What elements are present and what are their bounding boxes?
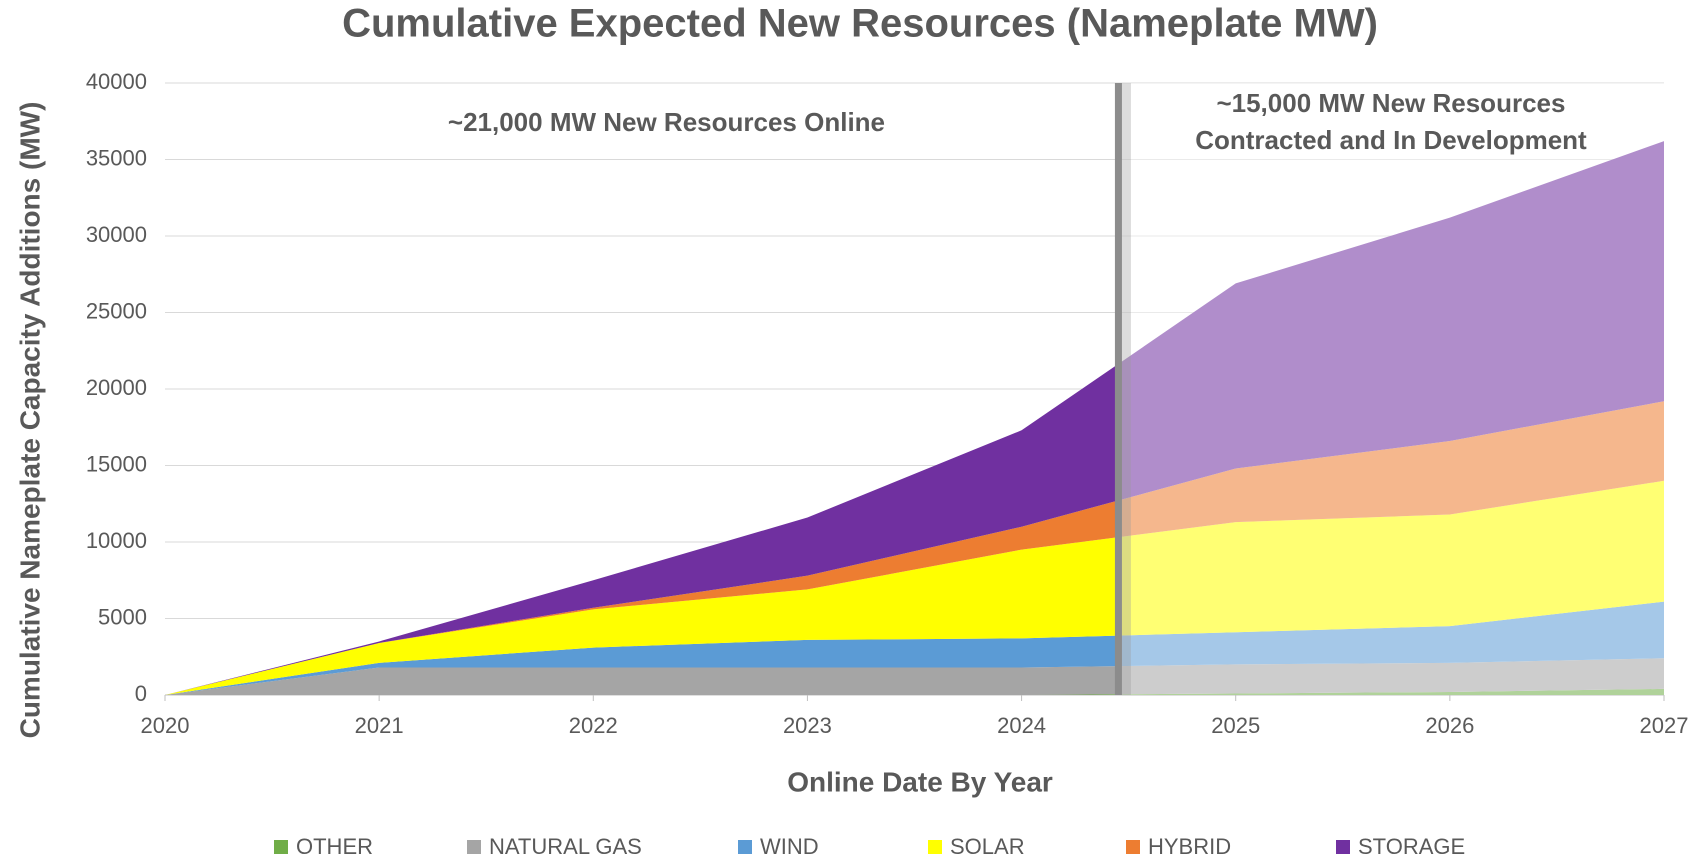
x-tick-label: 2021 xyxy=(355,713,404,738)
x-axis-title: Online Date By Year xyxy=(787,766,1053,797)
legend-swatch xyxy=(1336,840,1350,854)
x-tick-label: 2024 xyxy=(997,713,1046,738)
y-tick-label: 35000 xyxy=(86,145,147,170)
y-tick-label: 0 xyxy=(135,681,147,706)
y-axis-title: Cumulative Nameplate Capacity Additions … xyxy=(14,102,45,739)
legend-label: STORAGE xyxy=(1358,834,1465,859)
legend-swatch xyxy=(467,840,481,854)
legend-swatch xyxy=(928,840,942,854)
annotation: ~15,000 MW New Resources xyxy=(1216,88,1565,118)
area xyxy=(165,480,1664,695)
legend-swatch xyxy=(738,840,752,854)
chart-title: Cumulative Expected New Resources (Namep… xyxy=(342,2,1378,46)
y-tick-label: 20000 xyxy=(86,375,147,400)
area xyxy=(165,141,1664,695)
annotation: Contracted and In Development xyxy=(1195,125,1587,155)
x-tick-label: 2022 xyxy=(569,713,618,738)
legend-label: WIND xyxy=(760,834,819,859)
legend-label: OTHER xyxy=(296,834,373,859)
legend-swatch xyxy=(1126,840,1140,854)
y-tick-label: 15000 xyxy=(86,451,147,476)
divider xyxy=(1114,83,1122,695)
y-tick-label: 40000 xyxy=(86,69,147,94)
area xyxy=(165,688,1664,695)
x-tick-label: 2020 xyxy=(141,713,190,738)
y-tick-label: 30000 xyxy=(86,222,147,247)
legend-swatch xyxy=(274,840,288,854)
areas xyxy=(165,141,1664,695)
legend-label: HYBRID xyxy=(1148,834,1231,859)
future-tint xyxy=(1117,83,1664,695)
annotation: ~21,000 MW New Resources Online xyxy=(448,107,885,137)
y-tick-label: 10000 xyxy=(86,528,147,553)
legend-label: NATURAL GAS xyxy=(489,834,642,859)
x-tick-label: 2027 xyxy=(1640,713,1689,738)
x-tick-label: 2026 xyxy=(1425,713,1474,738)
y-tick-label: 25000 xyxy=(86,298,147,323)
area xyxy=(165,601,1664,695)
x-tick-label: 2025 xyxy=(1211,713,1260,738)
x-tick-label: 2023 xyxy=(783,713,832,738)
area xyxy=(165,401,1664,695)
y-tick-label: 5000 xyxy=(98,604,147,629)
legend-label: SOLAR xyxy=(950,834,1025,859)
